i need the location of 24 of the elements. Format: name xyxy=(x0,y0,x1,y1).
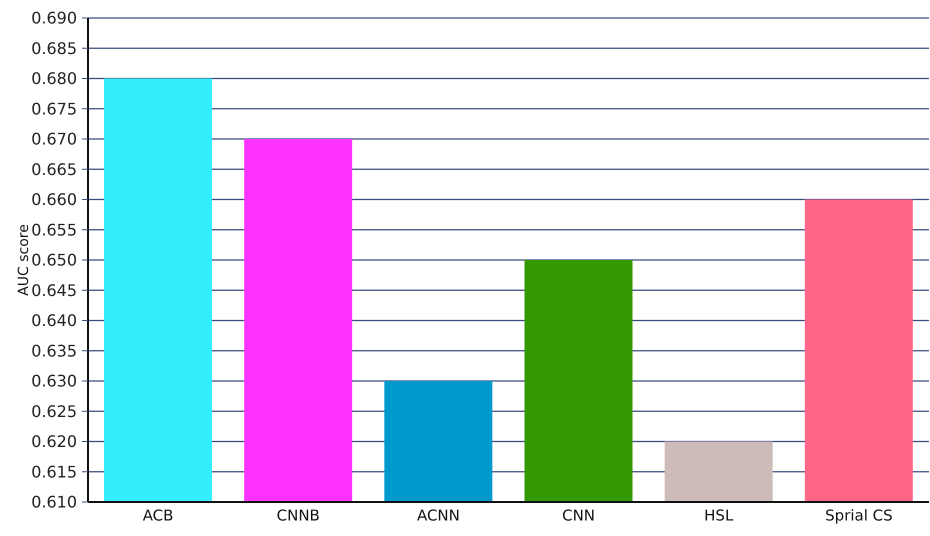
x-tick-label: ACNN xyxy=(416,506,460,525)
y-tick-label: 0.655 xyxy=(31,220,77,240)
y-tick-label: 0.650 xyxy=(31,250,77,270)
y-tick-label: 0.620 xyxy=(31,432,77,452)
x-tick-label: ACB xyxy=(142,506,174,525)
x-tick-label: CNN xyxy=(562,506,596,525)
y-tick-label: 0.645 xyxy=(31,280,77,300)
y-tick-label: 0.685 xyxy=(31,38,77,58)
y-tick-label: 0.690 xyxy=(31,8,77,28)
x-tick-label: Sprial CS xyxy=(825,506,893,525)
y-tick-label: 0.615 xyxy=(31,462,77,482)
y-tick-label: 0.635 xyxy=(31,341,77,360)
y-tick-label: 0.665 xyxy=(31,160,77,179)
x-tick-label: HSL xyxy=(704,506,734,525)
y-tick-label: 0.640 xyxy=(31,311,77,330)
y-tick-label: 0.675 xyxy=(31,99,77,118)
y-axis-title: AUC score xyxy=(16,224,32,296)
y-tick-label: 0.670 xyxy=(31,130,77,149)
y-tick-label: 0.680 xyxy=(31,69,77,88)
y-tick-label: 0.625 xyxy=(31,402,77,421)
y-tick-label: 0.660 xyxy=(31,190,77,210)
x-tick-label: CNNB xyxy=(276,506,320,525)
y-tick-label: 0.630 xyxy=(31,372,77,391)
y-tick-label: 0.610 xyxy=(31,492,77,512)
